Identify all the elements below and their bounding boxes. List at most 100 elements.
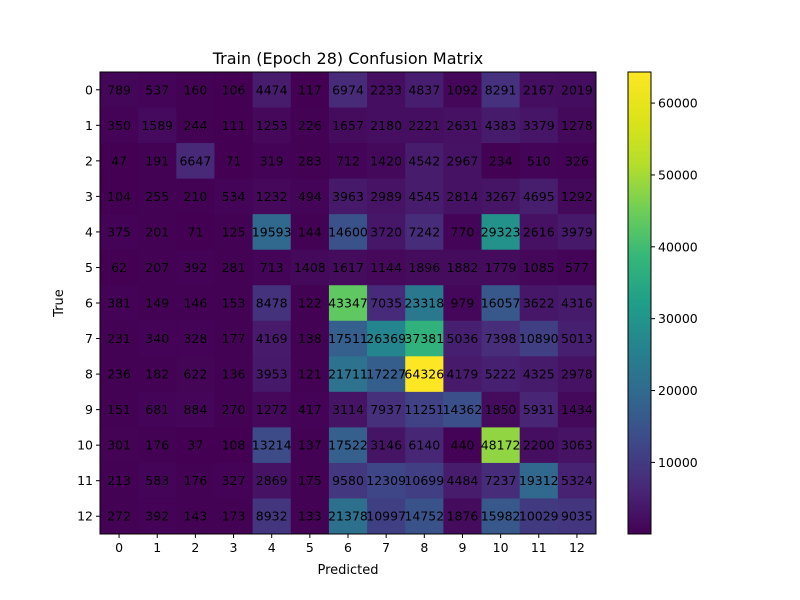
heatmap-cell xyxy=(100,391,139,428)
heatmap-cell xyxy=(443,391,483,428)
heatmap-cell xyxy=(443,143,483,180)
cell-value-label: 1278 xyxy=(561,118,593,133)
cell-value-label: 122 xyxy=(298,296,322,311)
cell-value-label: 173 xyxy=(222,509,246,524)
cell-value-label: 3963 xyxy=(332,189,364,204)
heatmap-cell xyxy=(138,498,177,535)
cell-value-label: 137 xyxy=(298,438,322,453)
cell-value-label: 272 xyxy=(107,509,131,524)
cell-value-label: 534 xyxy=(222,189,246,204)
y-tick-label: 10 xyxy=(77,438,93,453)
heatmap-cell xyxy=(519,320,559,357)
heatmap-cell xyxy=(557,178,597,215)
cell-value-label: 62 xyxy=(111,260,127,275)
cell-value-label: 13214 xyxy=(252,438,292,453)
heatmap-cell xyxy=(138,285,177,322)
cell-value-label: 6974 xyxy=(332,82,364,97)
heatmap-cell xyxy=(405,320,444,357)
heatmap-cell xyxy=(328,320,368,357)
heatmap-cell xyxy=(138,391,177,428)
heatmap-cell xyxy=(252,249,292,286)
heatmap-cell xyxy=(519,462,559,499)
cell-value-label: 11251 xyxy=(404,402,444,417)
heatmap-cell xyxy=(214,391,254,428)
heatmap-cell xyxy=(443,72,483,109)
heatmap-cell xyxy=(443,427,483,464)
cell-value-label: 270 xyxy=(222,402,246,417)
cell-value-label: 37 xyxy=(187,438,203,453)
heatmap-cell xyxy=(290,143,330,180)
heatmap-cell xyxy=(557,462,597,499)
heatmap-cell xyxy=(138,72,177,109)
cell-value-label: 2180 xyxy=(370,118,402,133)
heatmap-cell xyxy=(100,178,139,215)
x-tick-label: 10 xyxy=(493,540,509,555)
heatmap-cell xyxy=(405,391,444,428)
cell-value-label: 106 xyxy=(222,82,246,97)
x-tick-label: 9 xyxy=(458,540,466,555)
heatmap-cell xyxy=(100,356,139,393)
cell-value-label: 23318 xyxy=(404,296,444,311)
x-tick-label: 6 xyxy=(344,540,352,555)
cell-value-label: 5013 xyxy=(561,331,593,346)
heatmap-cell xyxy=(252,320,292,357)
y-axis-label: True xyxy=(52,289,67,318)
cell-value-label: 2978 xyxy=(561,367,593,382)
colorbar-tick-label: 20000 xyxy=(658,383,698,398)
cell-value-label: 15982 xyxy=(481,509,521,524)
heatmap-cell xyxy=(176,320,215,357)
cell-value-label: 301 xyxy=(107,438,131,453)
cell-value-label: 537 xyxy=(145,82,169,97)
heatmap-cell xyxy=(367,72,406,109)
cell-value-label: 71 xyxy=(226,153,242,168)
heatmap-cell xyxy=(481,214,521,251)
cell-value-label: 236 xyxy=(107,367,131,382)
cell-value-label: 2967 xyxy=(447,153,479,168)
heatmap-cell xyxy=(252,285,292,322)
heatmap-cell xyxy=(443,320,483,357)
cell-value-label: 14362 xyxy=(443,402,483,417)
heatmap-cell xyxy=(214,107,254,144)
heatmap-cell xyxy=(138,462,177,499)
cell-value-label: 3267 xyxy=(485,189,517,204)
heatmap-cell xyxy=(557,285,597,322)
x-tick-label: 1 xyxy=(153,540,161,555)
heatmap-cell xyxy=(252,178,292,215)
cell-value-label: 5324 xyxy=(561,473,593,488)
heatmap-cell xyxy=(443,462,483,499)
cell-value-label: 177 xyxy=(222,331,246,346)
cell-value-label: 577 xyxy=(565,260,589,275)
heatmap-cell xyxy=(290,72,330,109)
heatmap-cell xyxy=(405,107,444,144)
cell-value-label: 10997 xyxy=(366,509,406,524)
heatmap-cell xyxy=(481,107,521,144)
heatmap-cell xyxy=(290,356,330,393)
colorbar-tick-label: 40000 xyxy=(658,239,698,254)
cell-value-label: 64326 xyxy=(404,367,444,382)
cell-value-label: 283 xyxy=(298,153,322,168)
heatmap-cell xyxy=(138,214,177,251)
heatmap-cell xyxy=(405,285,444,322)
y-tick-label: 12 xyxy=(77,509,93,524)
heatmap-cell xyxy=(100,143,139,180)
heatmap-cell xyxy=(367,320,406,357)
cell-value-label: 9035 xyxy=(561,509,593,524)
cell-value-label: 510 xyxy=(527,153,551,168)
heatmap-cell xyxy=(176,249,215,286)
heatmap-cell xyxy=(328,249,368,286)
colorbar-tick-label: 50000 xyxy=(658,167,698,182)
heatmap-cell xyxy=(519,72,559,109)
cell-value-label: 381 xyxy=(107,296,131,311)
cell-value-label: 979 xyxy=(451,296,475,311)
heatmap-cell xyxy=(405,427,444,464)
cell-value-label: 1876 xyxy=(447,509,479,524)
cell-value-label: 17227 xyxy=(366,367,406,382)
heatmap-cell xyxy=(252,391,292,428)
cell-value-label: 3063 xyxy=(561,438,593,453)
cell-value-label: 327 xyxy=(222,473,246,488)
cell-value-label: 1589 xyxy=(141,118,173,133)
heatmap-cell xyxy=(481,72,521,109)
heatmap-cell xyxy=(176,143,215,180)
cell-value-label: 1657 xyxy=(332,118,364,133)
